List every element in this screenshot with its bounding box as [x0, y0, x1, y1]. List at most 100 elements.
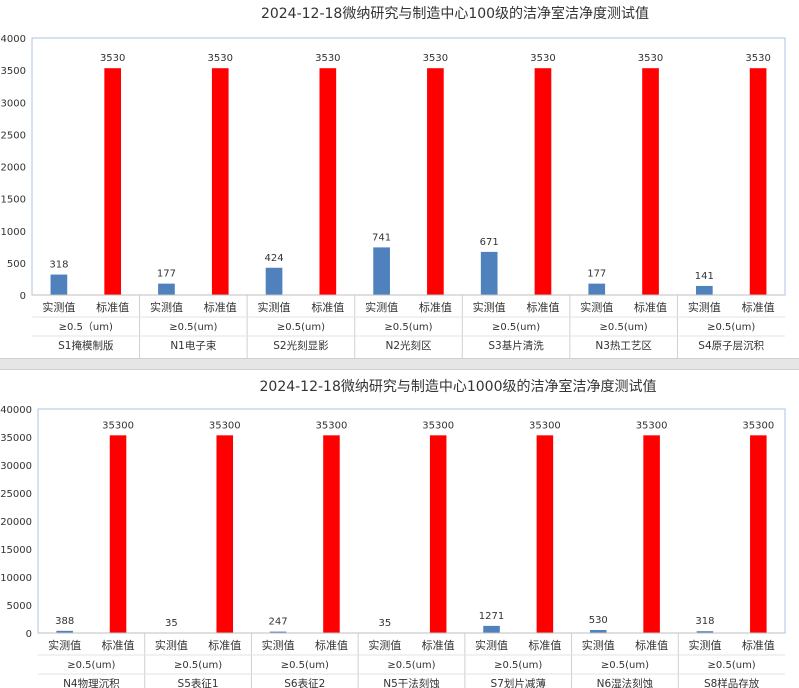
x-particle-label: ≥0.5(um) [384, 322, 432, 333]
x-particle-label: ≥0.5(um) [707, 322, 755, 333]
x-series-label: 实测值 [688, 300, 721, 314]
data-label: 35 [378, 618, 391, 629]
data-label: 35 [165, 618, 178, 629]
x-series-label: 实测值 [688, 638, 721, 652]
x-room-label: S6表征2 [284, 677, 325, 688]
bar-measured [483, 625, 500, 633]
x-room-label: N6湿法刻蚀 [597, 677, 654, 688]
bar-standard [104, 68, 122, 295]
x-series-label: 实测值 [473, 300, 506, 314]
bar-standard [319, 68, 337, 295]
x-series-label: 标准值 [526, 300, 559, 314]
x-particle-label: ≥0.5(um) [387, 660, 435, 671]
bar-measured [158, 283, 175, 295]
x-particle-label: ≥0.5(um) [67, 660, 115, 671]
bar-measured [265, 267, 283, 295]
x-series-label: 标准值 [422, 638, 455, 652]
data-label: 3530 [208, 53, 233, 64]
data-label: 3530 [423, 53, 448, 64]
x-room-label: S7划片减薄 [491, 677, 546, 688]
data-label: 388 [55, 616, 74, 627]
bar-measured [589, 630, 607, 633]
x-series-label: 实测值 [42, 300, 75, 314]
x-particle-label: ≥0.5(um) [492, 322, 540, 333]
x-room-label: S1掩模制版 [58, 339, 114, 352]
x-series-label: 标准值 [635, 638, 668, 652]
bar-standard [749, 68, 767, 295]
data-label: 424 [264, 253, 283, 264]
x-particle-label: ≥0.5(um) [601, 660, 649, 671]
y-tick-label: 35000 [0, 433, 32, 444]
x-particle-label: ≥0.5(um) [277, 322, 325, 333]
chart-100-class: 2024-12-18微纳研究与制造中心100级的洁净室洁净度测试值 0 500 10… [1, 5, 786, 358]
bar-standard [323, 435, 340, 633]
data-label: 3530 [315, 53, 340, 64]
y-tick-label: 5000 [7, 601, 32, 612]
x-particle-label: ≥0.5(um) [281, 660, 329, 671]
y-tick-label: 1500 [1, 195, 26, 206]
bar-standard [427, 68, 444, 295]
bar-standard [750, 435, 767, 633]
x-series-label: 标准值 [96, 300, 129, 314]
bar-standard [643, 435, 660, 633]
x-series-label: 标准值 [208, 638, 241, 652]
bar-measured [696, 631, 714, 633]
x-series-label: 标准值 [528, 638, 561, 652]
x-room-label: N1电子束 [170, 339, 217, 352]
x-room-label: S5表征1 [178, 677, 219, 688]
x-series-label: 标准值 [742, 638, 775, 652]
y-tick-label: 25000 [0, 489, 32, 500]
x-series-label: 实测值 [48, 638, 81, 652]
y-tick-label: 500 [7, 259, 26, 270]
data-label: 177 [157, 269, 176, 280]
x-particle-label: ≥0.5(um) [494, 660, 542, 671]
y-tick-label: 40000 [0, 405, 32, 416]
x-series-label: 标准值 [419, 300, 452, 314]
bar-standard [216, 435, 234, 633]
data-label: 530 [589, 615, 608, 626]
x-particle-label: ≥0.5(um) [600, 322, 648, 333]
data-label: 3530 [638, 53, 663, 64]
data-label: 35300 [422, 420, 454, 431]
bar-standard [211, 68, 229, 295]
plot-area-border [31, 37, 786, 296]
data-label: 3530 [100, 53, 125, 64]
x-particle-label: ≥0.5(um) [708, 660, 756, 671]
bar-standard [534, 68, 552, 295]
data-label: 318 [49, 260, 68, 271]
y-tick-label: 15000 [0, 545, 32, 556]
x-particle-label: ≥0.5(um) [169, 322, 217, 333]
bar-standard [536, 435, 554, 633]
x-series-label: 实测值 [368, 638, 401, 652]
x-series-label: 实测值 [582, 638, 615, 652]
plot-area-border [37, 408, 786, 634]
bar-measured [373, 247, 390, 295]
x-room-label: S8样品存放 [704, 677, 760, 688]
y-tick-label: 1000 [1, 227, 26, 238]
x-room-label: S4原子层沉积 [698, 339, 764, 352]
chart-divider [0, 358, 799, 370]
x-particle-label: ≥0.5（um) [59, 321, 113, 333]
y-tick-label: 0 [20, 291, 26, 302]
x-series-label: 标准值 [315, 638, 348, 652]
data-label: 741 [372, 232, 391, 243]
x-series-label: 标准值 [102, 638, 135, 652]
data-label: 247 [269, 617, 288, 628]
x-particle-label: ≥0.5(um) [174, 660, 222, 671]
x-series-label: 标准值 [204, 300, 237, 314]
x-series-label: 标准值 [634, 300, 667, 314]
data-label: 3530 [745, 53, 770, 64]
x-room-label: N2光刻区 [385, 339, 431, 352]
chart-1000-class: 2024-12-18微纳研究与制造中心1000级的洁净室洁净度测试值 0 5000… [0, 378, 786, 688]
bar-measured [588, 283, 606, 295]
x-series-label: 实测值 [155, 638, 188, 652]
y-tick-label: 10000 [0, 573, 32, 584]
y-tick-label: 30000 [0, 461, 32, 472]
x-room-label: N4物理沉积 [63, 677, 120, 688]
data-label: 35300 [742, 420, 774, 431]
data-label: 1271 [479, 611, 504, 622]
data-label: 671 [480, 237, 499, 248]
x-room-label: N5干法刻蚀 [383, 677, 440, 688]
x-series-label: 标准值 [742, 300, 775, 314]
x-series-label: 实测值 [365, 300, 398, 314]
